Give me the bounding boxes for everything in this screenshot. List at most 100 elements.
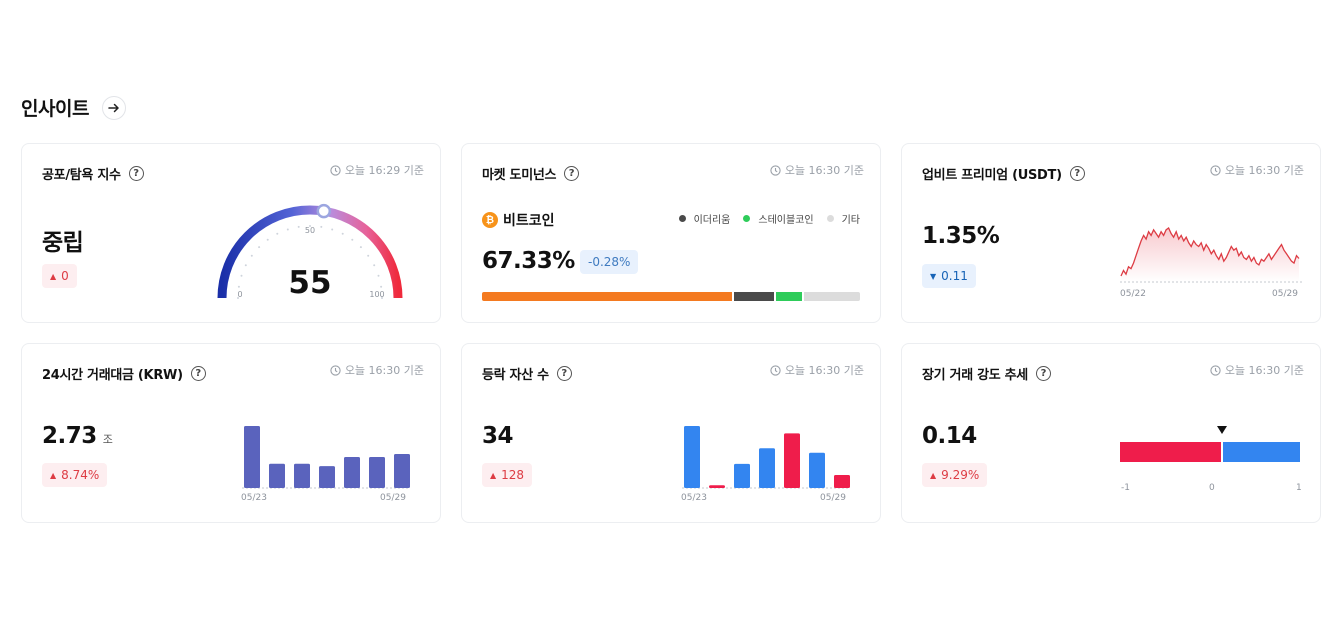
chart-bar	[809, 452, 825, 488]
change-value: 9.29%	[941, 468, 980, 482]
axis-mid-label: 0	[1209, 483, 1215, 493]
timestamp: 오늘 16:30 기준	[1210, 362, 1304, 378]
gauge-mid-label: 50	[305, 226, 315, 235]
legend-label: 스테이블코인	[758, 215, 814, 226]
dominance-segment	[482, 292, 733, 301]
dominance-segment	[804, 292, 860, 301]
timestamp: 오늘 16:30 기준	[330, 362, 424, 378]
change-badge: -0.28%	[580, 250, 639, 274]
gauge-tick	[258, 246, 261, 249]
gauge-tick	[331, 228, 334, 231]
gauge-value: 55	[288, 265, 331, 301]
change-badge: ▼ 0.11	[922, 264, 976, 288]
timestamp-text: 오늘 16:30 기준	[784, 164, 864, 177]
gauge-ticks	[237, 225, 383, 299]
card-title: 마켓 도미넌스	[482, 168, 557, 183]
volume-value: 2.73	[42, 423, 97, 449]
premium-line-chart	[1120, 227, 1302, 283]
gauge-tick	[373, 264, 376, 267]
card-title: 24시간 거래대금 (KRW)	[42, 368, 183, 383]
dominance-legend: 이더리움 스테이블코인 기타	[666, 211, 860, 226]
gauge-tick	[351, 238, 354, 241]
advancers-bar-chart	[682, 426, 850, 489]
clock-icon	[770, 364, 781, 376]
clock-icon	[330, 364, 341, 376]
fear-greed-card[interactable]: 공포/탐욕 지수 ? 오늘 16:29 기준 중립 ▲ 0 0 50 100 5…	[21, 143, 441, 323]
card-title: 업비트 프리미엄 (USDT)	[922, 168, 1062, 183]
triangle-up-icon: ▲	[50, 470, 57, 480]
chart-bar	[709, 485, 725, 488]
change-badge: ▲ 0	[42, 264, 77, 288]
coin-label: ₿ 비트코인	[482, 210, 555, 230]
timestamp: 오늘 16:29 기준	[330, 162, 424, 178]
gauge-tick	[381, 297, 383, 299]
gauge-arc	[217, 205, 403, 299]
change-value: 0.11	[941, 269, 968, 283]
help-icon[interactable]: ?	[564, 166, 580, 181]
advancers-value: 34	[482, 423, 514, 449]
help-icon[interactable]: ?	[1069, 166, 1085, 181]
change-value: -0.28%	[588, 255, 631, 269]
bitcoin-icon: ₿	[482, 212, 498, 228]
chart-bar	[834, 475, 850, 488]
advancers-card[interactable]: 등락 자산 수 ? 오늘 16:30 기준 34 ▲ 128 05/23 05/…	[461, 343, 881, 523]
premium-area	[1121, 228, 1299, 282]
timestamp-text: 오늘 16:30 기준	[1224, 164, 1304, 177]
card-title: 등락 자산 수	[482, 368, 549, 383]
change-value: 8.74%	[61, 468, 100, 482]
x-start-label: 05/23	[681, 493, 707, 503]
legend-item-stablecoin: 스테이블코인	[743, 211, 814, 226]
gauge-tick	[240, 274, 243, 277]
help-icon[interactable]: ?	[128, 166, 144, 181]
gauge-tick	[237, 285, 240, 288]
card-title: 공포/탐욕 지수	[42, 168, 121, 183]
chart-bar	[269, 463, 285, 488]
gauge-tick	[244, 264, 247, 267]
strength-positive-segment	[1223, 442, 1300, 462]
timestamp-text: 오늘 16:29 기준	[344, 164, 424, 177]
chart-bar	[294, 463, 310, 488]
gauge-tick	[359, 246, 362, 249]
gauge-tick	[380, 285, 383, 288]
clock-icon	[1210, 364, 1221, 376]
timestamp-text: 오늘 16:30 기준	[344, 364, 424, 377]
trade-strength-card[interactable]: 장기 거래 강도 추세 ? 오늘 16:30 기준 0.14 ▲ 9.29% -…	[901, 343, 1321, 523]
change-badge: ▲ 9.29%	[922, 463, 988, 487]
change-value: 0	[61, 269, 69, 283]
clock-icon	[770, 164, 781, 176]
dominance-segment	[775, 292, 803, 301]
card-title: 장기 거래 강도 추세	[922, 368, 1028, 383]
strength-marker-icon	[1217, 426, 1227, 434]
x-start-label: 05/22	[1120, 289, 1146, 299]
chart-bar	[759, 448, 775, 488]
legend-item-ethereum: 이더리움	[678, 211, 731, 226]
chart-bar	[319, 466, 335, 488]
change-badge: ▲ 8.74%	[42, 463, 108, 487]
market-dominance-card[interactable]: 마켓 도미넌스 ? 오늘 16:30 기준 ₿ 비트코인 이더리움 스테이블코인…	[461, 143, 881, 323]
legend-dot	[678, 215, 686, 222]
volume-bar-chart	[242, 426, 410, 489]
gauge-tick	[341, 232, 344, 235]
help-icon[interactable]: ?	[1035, 366, 1051, 381]
chart-bar	[734, 463, 750, 488]
dominance-value: 67.33%	[482, 248, 575, 274]
chart-bar	[369, 457, 385, 488]
legend-item-other: 기타	[826, 211, 860, 226]
arrow-right-icon[interactable]	[101, 95, 126, 120]
upbit-premium-card[interactable]: 업비트 프리미엄 (USDT) ? 오늘 16:30 기준 1.35% ▼ 0.…	[901, 143, 1321, 323]
legend-label: 이더리움	[693, 215, 731, 226]
sentiment-status: 중립	[42, 230, 84, 256]
help-icon[interactable]: ?	[556, 366, 572, 381]
help-icon[interactable]: ?	[190, 366, 206, 381]
gauge-tick	[320, 225, 323, 228]
gauge-min-label: 0	[237, 290, 242, 299]
change-value: 128	[501, 468, 525, 482]
timestamp: 오늘 16:30 기준	[770, 362, 864, 378]
volume-card[interactable]: 24시간 거래대금 (KRW) ? 오늘 16:30 기준 2.73 조 ▲ 8…	[21, 343, 441, 523]
axis-min-label: -1	[1121, 483, 1130, 493]
gauge-tick	[286, 228, 289, 231]
legend-dot	[826, 215, 834, 222]
strength-negative-segment	[1120, 442, 1221, 462]
timestamp-text: 오늘 16:30 기준	[1224, 364, 1304, 377]
gauge-knob	[316, 203, 332, 219]
